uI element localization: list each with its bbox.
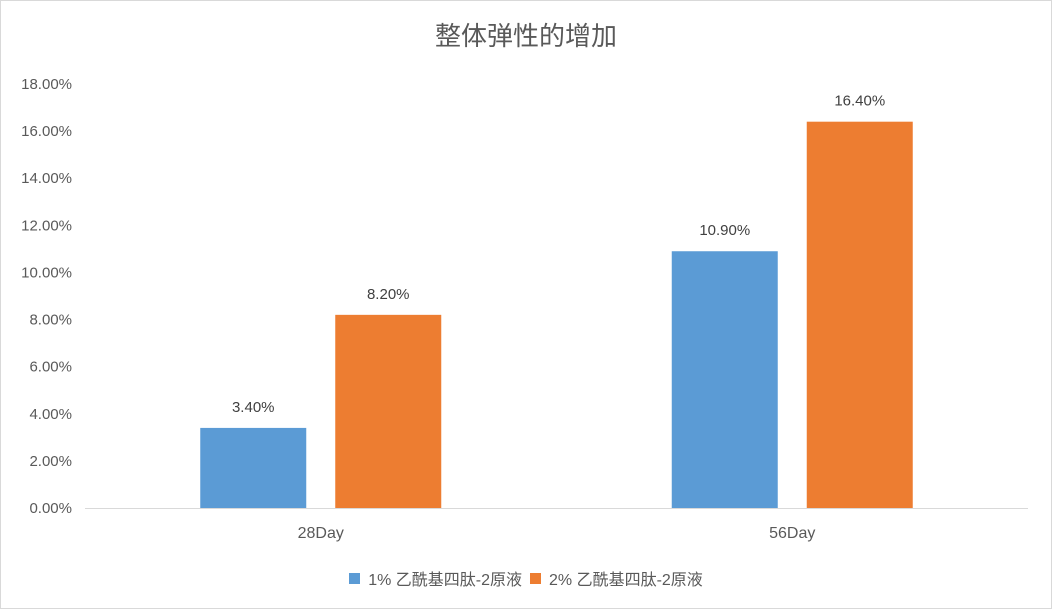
y-tick-label: 4.00% — [29, 406, 72, 423]
legend-swatch-series-1 — [349, 572, 361, 584]
legend-swatch-series-2 — [530, 572, 541, 584]
bar-series-2-56Day — [806, 121, 913, 508]
data-label: 3.40% — [232, 399, 275, 416]
legend-label-series-2: 2% 乙酰基四肽-2原液 — [549, 572, 703, 589]
y-tick-label: 8.00% — [29, 312, 72, 329]
data-label: 8.20% — [367, 286, 410, 303]
y-tick-label: 0.00% — [29, 500, 72, 517]
bar-series-2-28Day — [335, 314, 442, 508]
bar-series-1-56Day — [671, 251, 778, 508]
bar-series-1-28Day — [200, 427, 307, 508]
legend-item-series-1: 1% 乙酰基四肽-2原液 — [349, 566, 522, 590]
y-tick-label: 16.00% — [21, 123, 72, 140]
chart-title: 整体弹性的增加 — [434, 21, 617, 51]
data-label: 10.90% — [699, 222, 750, 239]
y-tick-label: 6.00% — [29, 359, 72, 376]
data-label: 16.40% — [834, 93, 885, 110]
legend-label-series-1: 1% 乙酰基四肽-2原液 — [368, 572, 522, 589]
y-tick-label: 10.00% — [21, 264, 72, 281]
legend-item-series-2: 2% 乙酰基四肽-2原液 — [530, 566, 703, 590]
x-tick-label: 56Day — [769, 525, 815, 542]
y-tick-label: 2.00% — [29, 453, 72, 470]
chart-legend: 1% 乙酰基四肽-2原液 2% 乙酰基四肽-2原液 — [0, 566, 1052, 590]
x-tick-label: 28Day — [298, 525, 344, 542]
y-tick-label: 14.00% — [21, 170, 72, 187]
y-tick-label: 18.00% — [21, 76, 72, 93]
y-tick-label: 12.00% — [21, 217, 72, 234]
